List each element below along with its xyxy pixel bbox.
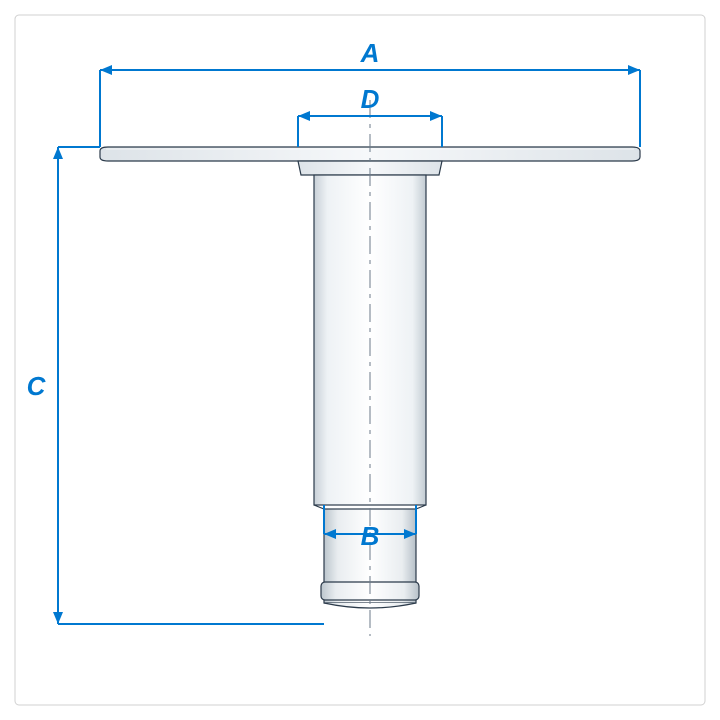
dimension-a: A (360, 38, 380, 68)
dimension-d: D (361, 84, 380, 114)
dimension-c: C (27, 371, 47, 401)
dimension-b: B (361, 521, 380, 551)
dimension-diagram: AD B C (0, 0, 720, 720)
